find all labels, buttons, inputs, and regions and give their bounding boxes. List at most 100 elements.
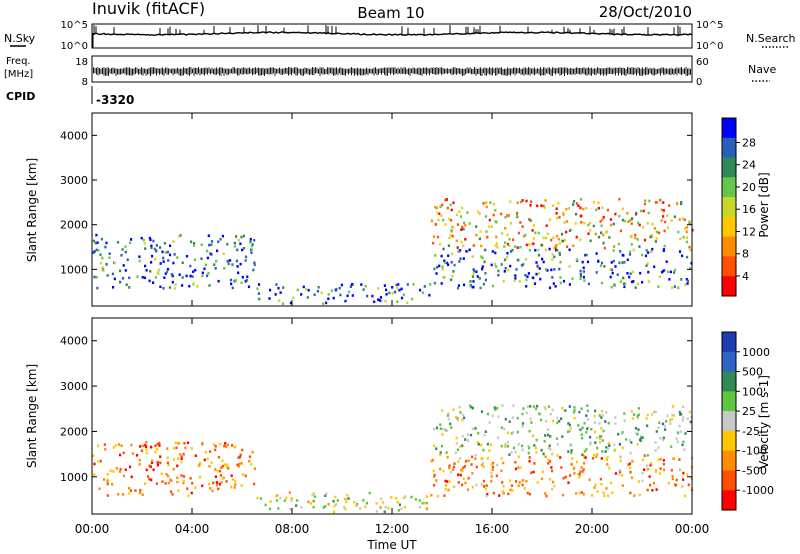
scatter-cell <box>379 299 383 303</box>
scatter-cell <box>631 270 634 274</box>
scatter-cell <box>481 267 484 271</box>
scatter-cell <box>501 232 504 235</box>
scatter-cell <box>682 471 685 475</box>
scatter-cell <box>163 242 166 245</box>
scatter-cell <box>138 463 141 466</box>
scatter-cell <box>490 263 493 267</box>
scatter-cell <box>680 278 683 281</box>
scatter-cell <box>130 238 133 241</box>
scatter-cell <box>104 245 107 249</box>
scatter-cell <box>623 285 626 289</box>
scatter-cell <box>475 483 478 487</box>
scatter-cell <box>156 442 159 446</box>
scatter-cell <box>432 484 436 487</box>
scatter-cell <box>258 297 261 301</box>
freq-trace <box>91 67 693 76</box>
scatter-cell <box>113 277 116 281</box>
scatter-cell <box>681 419 684 422</box>
scatter-cell <box>179 453 182 456</box>
scatter-cell <box>122 451 125 455</box>
scatter-cell <box>446 414 450 417</box>
scatter-cell <box>548 247 551 251</box>
scatter-cell <box>629 491 632 495</box>
colorbar-frame <box>721 117 737 297</box>
scatter-cell <box>439 205 442 209</box>
scatter-cell <box>544 492 547 495</box>
scatter-cell <box>246 275 249 279</box>
colorbar-tick-label: -25 <box>742 425 760 438</box>
scatter-cell <box>194 268 197 272</box>
x-tick-label: 04:00 <box>175 522 210 536</box>
scatter-cell <box>655 488 658 491</box>
scatter-cell <box>611 491 614 494</box>
scatter-cell <box>672 414 675 417</box>
scatter-cell <box>586 260 590 264</box>
scatter-cell <box>97 444 100 448</box>
scatter-cell <box>540 243 543 247</box>
scatter-cell <box>479 286 482 290</box>
scatter-cell <box>216 469 219 473</box>
scatter-cell <box>477 431 480 435</box>
scatter-cell <box>537 272 540 275</box>
scatter-cell <box>307 500 310 504</box>
scatter-cell <box>643 238 647 242</box>
scatter-cell <box>662 209 665 212</box>
scatter-cell <box>521 448 524 452</box>
scatter-cell <box>480 443 483 447</box>
scatter-cell <box>391 292 394 295</box>
scatter-cell <box>593 430 597 434</box>
scatter-cell <box>607 447 610 451</box>
scatter-cell <box>435 447 438 450</box>
scatter-cell <box>105 241 108 245</box>
scatter-cell <box>145 269 148 272</box>
scatter-cell <box>519 466 522 469</box>
scatter-cell <box>504 444 507 448</box>
scatter-cell <box>377 287 380 290</box>
scatter-cell <box>390 496 393 499</box>
scatter-cell <box>174 441 177 445</box>
scatter-cell <box>621 218 624 222</box>
scatter-cell <box>189 264 192 268</box>
scatter-cell <box>238 462 241 466</box>
scatter-cell <box>597 259 600 263</box>
scatter-cell <box>618 214 621 218</box>
scatter-cell <box>621 261 624 264</box>
scatter-cell <box>150 459 154 463</box>
scatter-cell <box>253 263 256 267</box>
scatter-cell <box>638 245 641 248</box>
scatter-cell <box>229 278 233 282</box>
scatter-cell <box>214 468 217 471</box>
scatter-cell <box>517 455 520 459</box>
scatter-cell <box>242 247 246 250</box>
scatter-cell <box>563 221 566 224</box>
scatter-cell <box>543 206 546 209</box>
scatter-cell <box>629 466 632 470</box>
scatter-cell <box>217 487 220 491</box>
scatter-cell <box>509 264 512 268</box>
scatter-cell <box>541 257 544 261</box>
scatter-cell <box>559 456 562 459</box>
scatter-cell <box>400 287 403 291</box>
nsky-tick-bottom: 10^0 <box>61 41 88 52</box>
scatter-cell <box>647 467 650 471</box>
scatter-cell <box>121 248 124 251</box>
scatter-cell <box>281 302 285 305</box>
scatter-cell <box>558 251 561 255</box>
scatter-cell <box>324 494 327 497</box>
scatter-cell <box>585 206 588 210</box>
scatter-cell <box>645 249 648 252</box>
scatter-cell <box>176 464 179 468</box>
colorbar-tick-label: 12 <box>742 225 756 238</box>
scatter-cell <box>216 481 219 484</box>
scatter-cell <box>456 448 459 451</box>
scatter-cell <box>430 460 433 463</box>
scatter-cell <box>108 252 111 255</box>
scatter-cell <box>324 505 327 508</box>
scatter-cell <box>673 268 677 272</box>
scatter-cell <box>680 412 683 416</box>
scatter-cell <box>128 492 131 495</box>
scatter-cell <box>580 433 583 436</box>
scatter-cell <box>628 275 631 279</box>
scatter-cell <box>98 487 101 490</box>
